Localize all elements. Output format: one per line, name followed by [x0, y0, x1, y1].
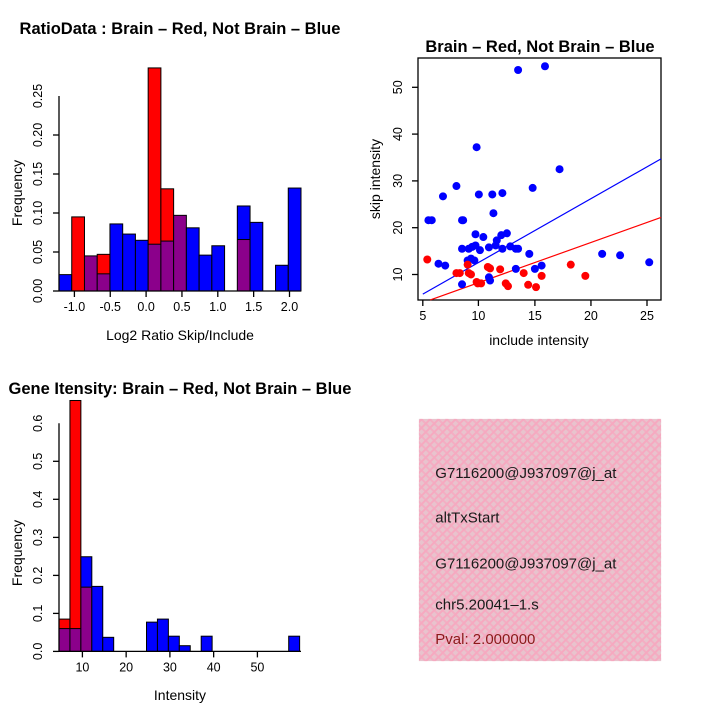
svg-text:0.0: 0.0 — [31, 643, 45, 660]
svg-text:G7116200@J937097@j_at: G7116200@J937097@j_at — [435, 555, 617, 572]
svg-text:0.5: 0.5 — [173, 300, 190, 314]
svg-text:10: 10 — [75, 660, 89, 674]
svg-text:1.0: 1.0 — [209, 300, 226, 314]
svg-text:1.5: 1.5 — [245, 300, 262, 314]
svg-text:Intensity: Intensity — [154, 687, 206, 703]
svg-text:2.0: 2.0 — [281, 300, 298, 314]
svg-text:Gene Itensity: Brain – Red, No: Gene Itensity: Brain – Red, Not Brain – … — [9, 380, 352, 398]
svg-text:G7116200@J937097@j_at: G7116200@J937097@j_at — [435, 465, 617, 482]
svg-text:0.15: 0.15 — [31, 162, 45, 186]
svg-text:20: 20 — [391, 221, 405, 235]
svg-text:RatioData : Brain – Red, Not B: RatioData : Brain – Red, Not Brain – Blu… — [20, 20, 341, 38]
svg-text:0.20: 0.20 — [31, 123, 45, 147]
svg-text:50: 50 — [250, 660, 264, 674]
svg-text:0.00: 0.00 — [31, 279, 45, 303]
svg-text:Pval: 2.000000: Pval: 2.000000 — [435, 631, 535, 648]
svg-text:Frequency: Frequency — [9, 160, 25, 226]
svg-text:-0.5: -0.5 — [99, 300, 121, 314]
svg-text:15: 15 — [528, 309, 542, 323]
svg-text:altTxStart: altTxStart — [435, 510, 500, 527]
svg-text:Frequency: Frequency — [9, 520, 25, 586]
svg-text:30: 30 — [391, 174, 405, 188]
svg-text:20: 20 — [584, 309, 598, 323]
svg-text:30: 30 — [163, 660, 177, 674]
svg-text:0.10: 0.10 — [31, 201, 45, 225]
svg-text:0.4: 0.4 — [31, 491, 45, 508]
svg-text:25: 25 — [640, 309, 654, 323]
svg-text:10: 10 — [471, 309, 485, 323]
svg-text:0.1: 0.1 — [31, 605, 45, 622]
svg-text:skip intensity: skip intensity — [367, 139, 383, 219]
svg-text:include intensity: include intensity — [489, 332, 589, 348]
svg-text:0.2: 0.2 — [31, 567, 45, 584]
svg-text:40: 40 — [207, 660, 221, 674]
svg-text:0.05: 0.05 — [31, 240, 45, 264]
svg-text:0.0: 0.0 — [137, 300, 154, 314]
svg-text:chr5.20041–1.s: chr5.20041–1.s — [435, 596, 538, 613]
svg-text:0.3: 0.3 — [31, 529, 45, 546]
svg-text:5: 5 — [419, 309, 426, 323]
svg-text:20: 20 — [119, 660, 133, 674]
svg-text:Log2 Ratio Skip/Include: Log2 Ratio Skip/Include — [106, 327, 254, 343]
svg-text:0.5: 0.5 — [31, 453, 45, 470]
svg-text:0.25: 0.25 — [31, 84, 45, 108]
svg-text:Brain – Red, Not Brain – Blue: Brain – Red, Not Brain – Blue — [425, 38, 654, 56]
svg-text:0.6: 0.6 — [31, 415, 45, 432]
svg-text:40: 40 — [391, 127, 405, 141]
svg-text:50: 50 — [391, 80, 405, 94]
svg-text:10: 10 — [391, 268, 405, 282]
svg-text:-1.0: -1.0 — [64, 300, 86, 314]
